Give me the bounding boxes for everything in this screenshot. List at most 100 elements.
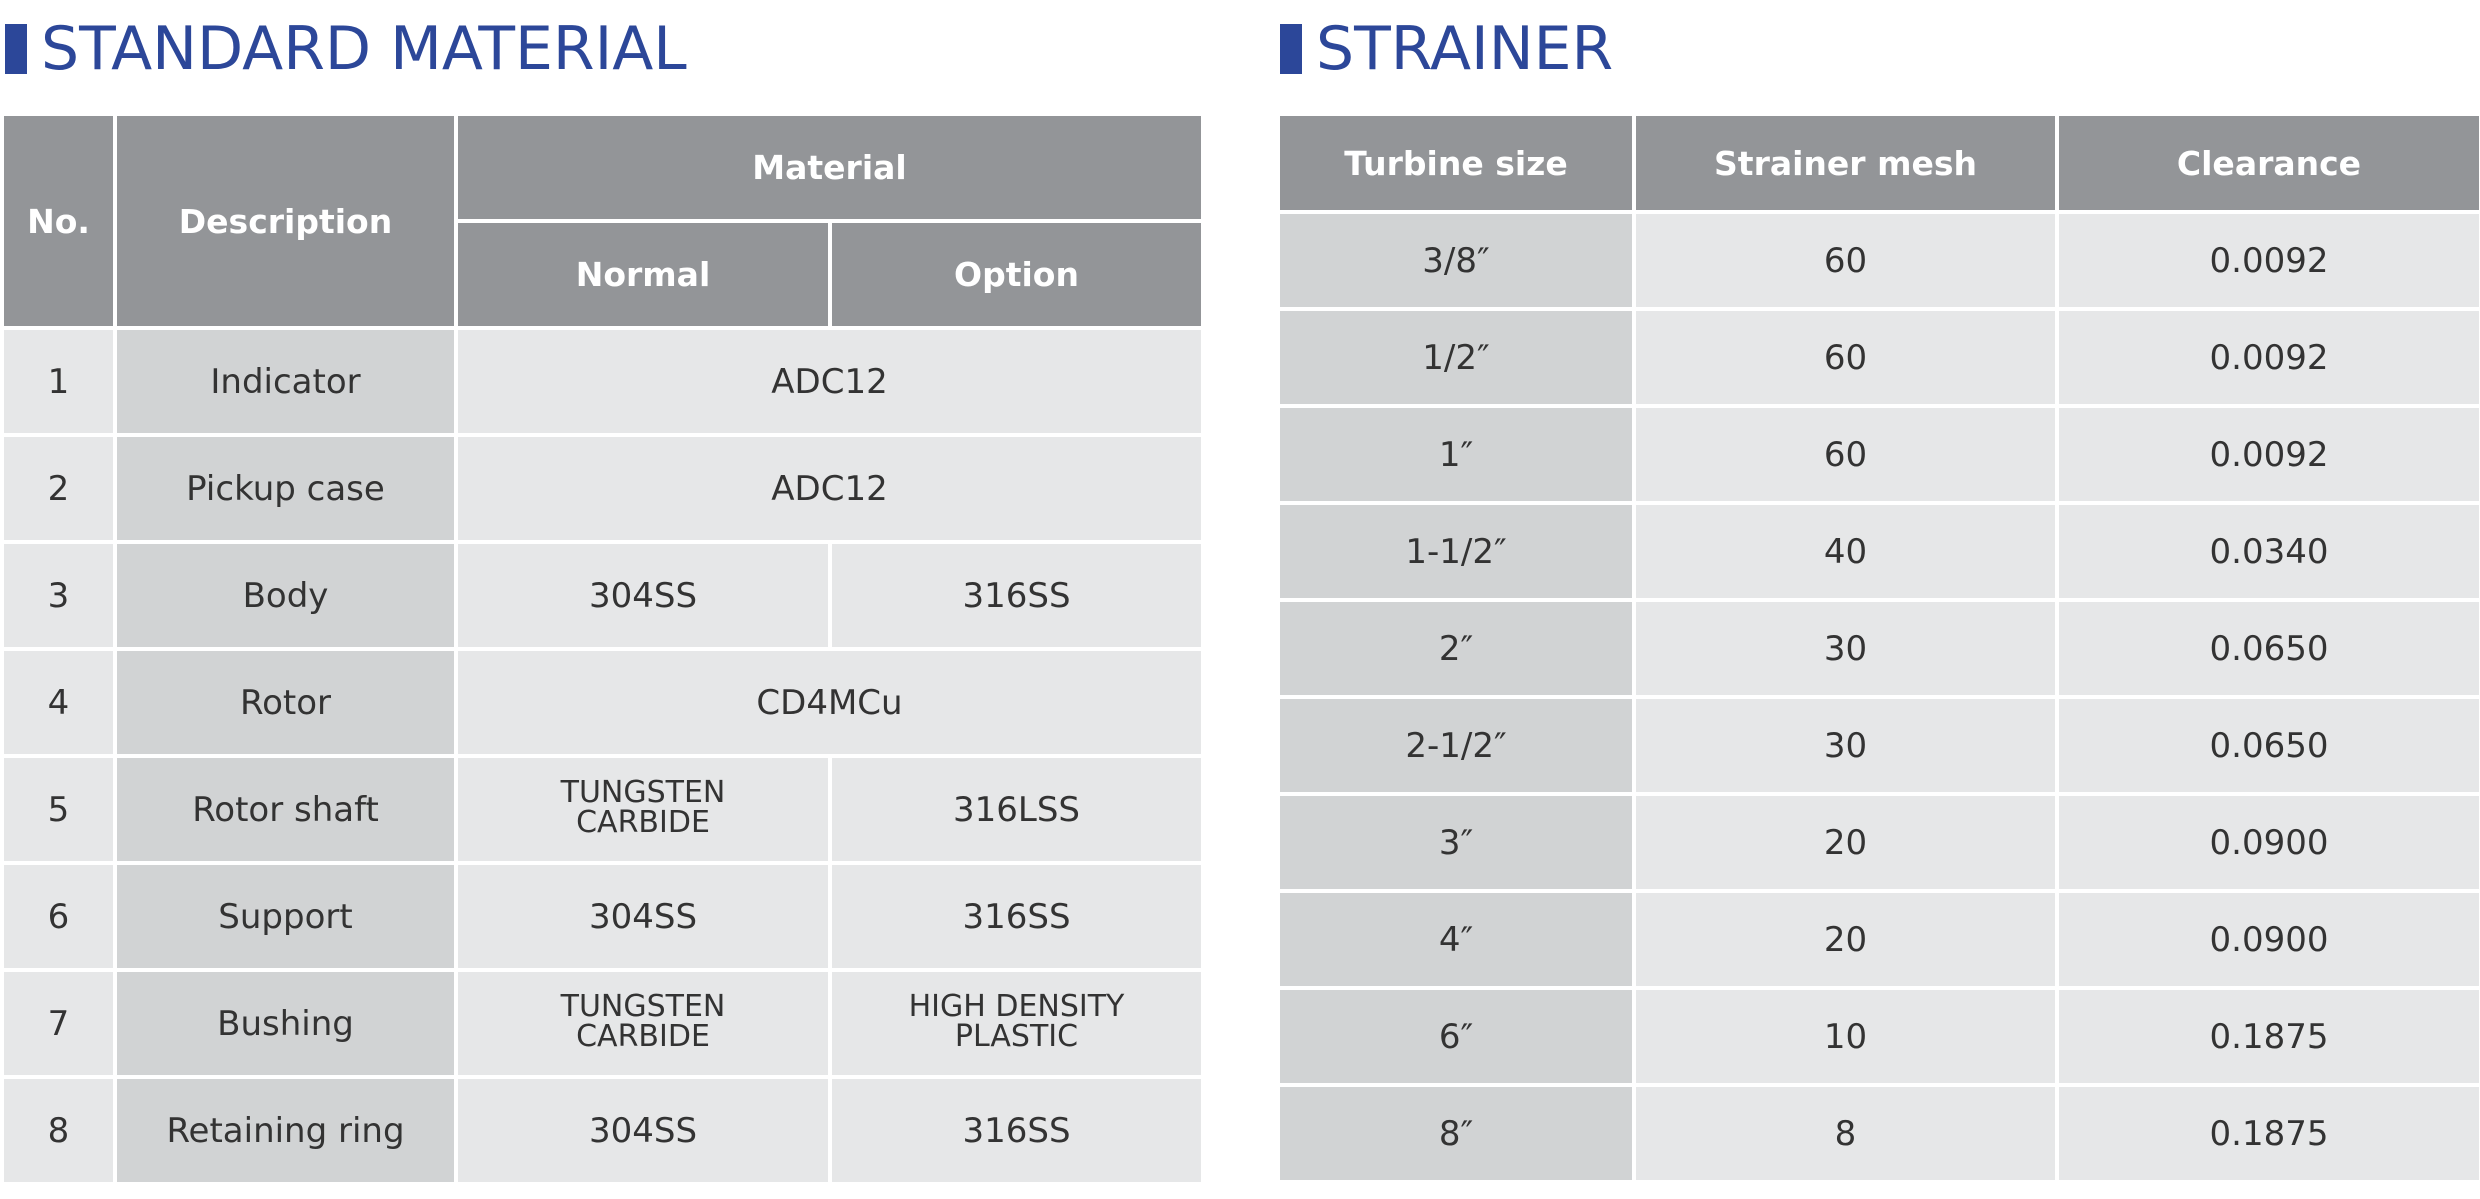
table-row: 4 Rotor CD4MCu <box>4 651 1201 754</box>
header-row: No. Description Material <box>4 116 1201 326</box>
title-text: STRAINER <box>1316 14 1614 84</box>
cell-text: TUNGSTEN CARBIDE <box>560 989 726 1054</box>
header-cell: Turbine size <box>1280 116 1632 210</box>
material-table: No. Description Material Normal Option 1 Indic… <box>0 112 1205 1186</box>
table-row: 7 Bushing TUNGSTEN CARBIDE HIGH DENSITY PLA… <box>4 972 1201 1075</box>
header-cell: Clearance <box>2059 116 2479 210</box>
material-cell: ADC12 <box>458 437 1201 540</box>
title-text: STANDARD MATERIAL <box>41 14 687 84</box>
header-row: Turbine size Strainer mesh Clearance <box>1280 116 2479 210</box>
description-cell: Bushing <box>117 972 454 1075</box>
no-cell: 7 <box>4 972 113 1075</box>
table-cell: 40 <box>1636 505 2055 598</box>
table-cell: 0.0340 <box>2059 505 2479 598</box>
header-cell: Normal <box>458 223 828 326</box>
normal-cell: 304SS <box>458 1079 828 1182</box>
section-title: STRAINER <box>1280 14 1613 84</box>
table-row: 3 Body 304SS 316SS <box>4 544 1201 647</box>
no-cell: 8 <box>4 1079 113 1182</box>
table-cell: 0.0900 <box>2059 796 2479 889</box>
option-cell: 316SS <box>832 1079 1201 1182</box>
no-cell: 1 <box>4 330 113 433</box>
table-cell: 60 <box>1636 311 2055 404</box>
table-cell: 0.0900 <box>2059 893 2479 986</box>
table-cell: 0.0092 <box>2059 214 2479 307</box>
normal-cell: TUNGSTEN CARBIDE <box>458 972 828 1075</box>
table-row: 6 Support 304SS 316SS <box>4 865 1201 968</box>
header-cell: Option <box>832 223 1201 326</box>
cell-text: TUNGSTEN CARBIDE <box>560 775 726 840</box>
table-row: 6″ 10 0.1875 <box>1280 990 2479 1083</box>
header-cell: Description <box>117 116 454 326</box>
table-cell: 1-1/2″ <box>1280 505 1632 598</box>
table-row: 5 Rotor shaft TUNGSTEN CARBIDE 316LSS <box>4 758 1201 861</box>
table-row: 3/8″ 60 0.0092 <box>1280 214 2479 307</box>
table-row: 1-1/2″ 40 0.0340 <box>1280 505 2479 598</box>
header-row: Normal Option <box>4 223 1201 326</box>
table-cell: 2″ <box>1280 602 1632 695</box>
no-cell: 5 <box>4 758 113 861</box>
table-row: 1″ 60 0.0092 <box>1280 408 2479 501</box>
table-row: 2-1/2″ 30 0.0650 <box>1280 699 2479 792</box>
no-cell: 6 <box>4 865 113 968</box>
section-title: STANDARD MATERIAL <box>5 14 687 84</box>
title-bar <box>5 24 27 74</box>
description-cell: Retaining ring <box>117 1079 454 1182</box>
no-cell: 3 <box>4 544 113 647</box>
table-cell: 8″ <box>1280 1087 1632 1180</box>
table-cell: 0.0650 <box>2059 602 2479 695</box>
option-cell: HIGH DENSITY PLASTIC <box>832 972 1201 1075</box>
table-cell: 4″ <box>1280 893 1632 986</box>
normal-cell: 304SS <box>458 865 828 968</box>
table-cell: 6″ <box>1280 990 1632 1083</box>
table-cell: 60 <box>1636 408 2055 501</box>
table-cell: 3″ <box>1280 796 1632 889</box>
table-cell: 20 <box>1636 893 2055 986</box>
table-cell: 30 <box>1636 699 2055 792</box>
no-cell: 2 <box>4 437 113 540</box>
table-cell: 2-1/2″ <box>1280 699 1632 792</box>
table-row: 1/2″ 60 0.0092 <box>1280 311 2479 404</box>
description-cell: Rotor shaft <box>117 758 454 861</box>
description-cell: Pickup case <box>117 437 454 540</box>
material-cell: ADC12 <box>458 330 1201 433</box>
table-row: 2 Pickup case ADC12 <box>4 437 1201 540</box>
table-cell: 0.1875 <box>2059 1087 2479 1180</box>
table-cell: 3/8″ <box>1280 214 1632 307</box>
table-cell: 8 <box>1636 1087 2055 1180</box>
no-cell: 4 <box>4 651 113 754</box>
description-cell: Body <box>117 544 454 647</box>
header-cell: No. <box>4 116 113 326</box>
table-cell: 0.0650 <box>2059 699 2479 792</box>
table-cell: 20 <box>1636 796 2055 889</box>
table-row: 1 Indicator ADC12 <box>4 330 1201 433</box>
table-row: 4″ 20 0.0900 <box>1280 893 2479 986</box>
header-cell: Material <box>458 116 1201 219</box>
option-cell: 316SS <box>832 865 1201 968</box>
header-cell: Strainer mesh <box>1636 116 2055 210</box>
normal-cell: 304SS <box>458 544 828 647</box>
table-cell: 60 <box>1636 214 2055 307</box>
option-cell: 316SS <box>832 544 1201 647</box>
cell-text: HIGH DENSITY PLASTIC <box>908 989 1125 1054</box>
table-cell: 1″ <box>1280 408 1632 501</box>
table-cell: 0.0092 <box>2059 311 2479 404</box>
description-cell: Indicator <box>117 330 454 433</box>
table-row: 3″ 20 0.0900 <box>1280 796 2479 889</box>
title-bar <box>1280 24 1302 74</box>
table-row: 2″ 30 0.0650 <box>1280 602 2479 695</box>
table-cell: 0.1875 <box>2059 990 2479 1083</box>
material-cell: CD4MCu <box>458 651 1201 754</box>
table-row: 8″ 8 0.1875 <box>1280 1087 2479 1180</box>
strainer-table: Turbine size Strainer mesh Clearance 3/8″ 60… <box>1276 112 2480 1184</box>
table-cell: 1/2″ <box>1280 311 1632 404</box>
table-cell: 10 <box>1636 990 2055 1083</box>
normal-cell: TUNGSTEN CARBIDE <box>458 758 828 861</box>
description-cell: Rotor <box>117 651 454 754</box>
table-cell: 30 <box>1636 602 2055 695</box>
table-row: 8 Retaining ring 304SS 316SS <box>4 1079 1201 1182</box>
table-cell: 0.0092 <box>2059 408 2479 501</box>
description-cell: Support <box>117 865 454 968</box>
option-cell: 316LSS <box>832 758 1201 861</box>
